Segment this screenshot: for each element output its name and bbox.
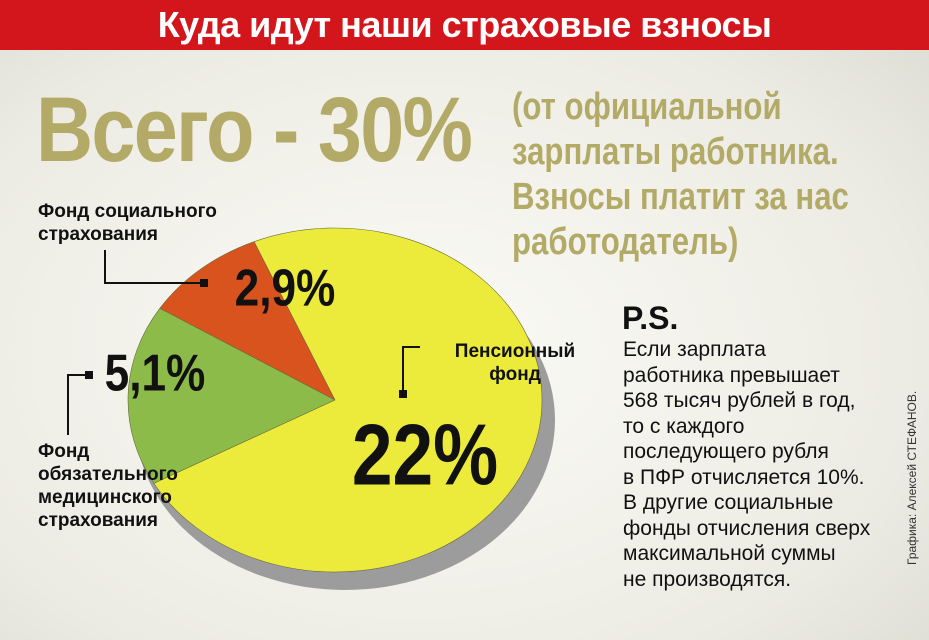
note-line: работника превышает (623, 363, 840, 387)
leader-dot (399, 390, 407, 398)
title-bar (0, 0, 929, 50)
leader-dot (85, 371, 93, 379)
note-line: последующего рубля (623, 440, 829, 463)
category-label: Фонд социального страхования (38, 201, 217, 245)
value-label: 22% (352, 407, 498, 503)
subtitle-line: зарплаты работника. (512, 131, 839, 173)
leader-dot (200, 279, 208, 287)
category-label: Пенсионный фонд (454, 341, 576, 385)
subtitle-line: работодатель) (512, 221, 739, 263)
credit: Графика: Алексей СТЕФАНОВ. (905, 390, 919, 565)
leader-line (402, 346, 420, 392)
total-annotation: Всего - 30% (36, 79, 473, 181)
note-line: фонды отчисления сверх (623, 516, 871, 540)
category-label: Фонд обязательного медицинского страхова… (38, 441, 178, 531)
note-line: В другие социальные (623, 491, 834, 514)
note-line: то с каждого (623, 414, 745, 438)
value-label: 5,1% (105, 344, 206, 402)
leader-dots (85, 279, 407, 398)
pie-slice (153, 227, 543, 573)
subtitle-line: (от официальной (512, 86, 782, 128)
note-line: Если зарплата (623, 338, 766, 361)
value-label: 2,9% (235, 259, 336, 317)
note-heading: P.S. (622, 300, 679, 336)
value-labels: 2,9% 5,1% 22% (105, 259, 499, 503)
subtitle-line: Взносы платит за нас (512, 176, 849, 218)
note-line: не производятся. (623, 567, 792, 591)
leader-line (67, 374, 85, 435)
pie-slice (127, 307, 336, 484)
chart-title: Куда идут наши страховые взносы (157, 4, 772, 45)
leader-line (104, 250, 200, 284)
note-line: 568 тысяч рублей в год, (623, 389, 856, 412)
note-line: в ПФР отчисляется 10%. (623, 465, 865, 489)
leader-lines (67, 250, 420, 435)
note-line: максимальной суммы (623, 542, 836, 565)
